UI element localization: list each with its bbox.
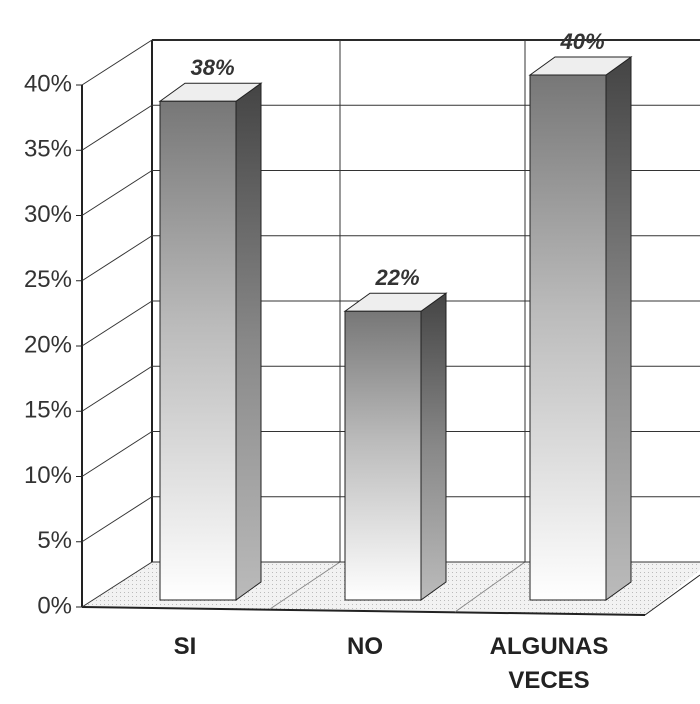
floor-divider <box>269 561 341 610</box>
x-tick-label: NO <box>347 633 383 660</box>
floor-divider <box>454 561 526 613</box>
value-label: 40% <box>559 29 604 54</box>
grid-line <box>81 431 153 477</box>
grid-line <box>81 39 153 86</box>
grid-line <box>81 365 153 412</box>
bar-side <box>605 56 632 601</box>
y-tick-label: 5% <box>37 527 72 554</box>
y-tick-label: 0% <box>37 592 72 619</box>
x-axis <box>81 606 646 616</box>
bar-side <box>420 292 447 601</box>
y-tick-label: 40% <box>24 70 72 97</box>
y-tick-label: 20% <box>24 331 72 358</box>
y-tick-label: 30% <box>24 201 72 228</box>
grid-line <box>81 235 153 282</box>
grid-line <box>81 496 153 543</box>
value-label: 38% <box>190 55 234 80</box>
bar <box>344 310 422 601</box>
x-tick-label: ALGUNAS VECES <box>489 633 609 694</box>
y-tick-label: 10% <box>24 462 72 489</box>
bar <box>529 74 607 601</box>
y-tick-label: 35% <box>24 136 72 163</box>
y-tick-label: 25% <box>24 266 72 293</box>
floor-edge <box>644 574 700 616</box>
grid-line <box>81 104 153 151</box>
bar <box>159 100 237 601</box>
value-label: 22% <box>374 265 419 290</box>
x-tick-label: SI <box>173 633 197 660</box>
grid-line <box>81 170 153 216</box>
y-tick-label: 15% <box>24 397 72 424</box>
grid-line <box>81 300 153 347</box>
grid-line <box>81 561 153 608</box>
bar-side <box>235 82 262 601</box>
